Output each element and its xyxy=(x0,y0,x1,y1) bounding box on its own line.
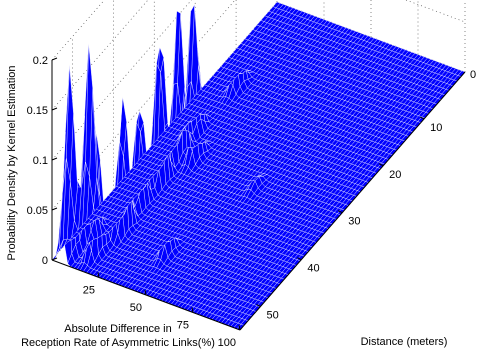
y-tick-label-zero: 0 xyxy=(470,69,476,81)
z-tick-mark xyxy=(51,207,58,211)
y-tick-mark xyxy=(378,163,384,167)
y-tick-label: 40 xyxy=(307,263,319,275)
y-tick-mark xyxy=(419,116,425,120)
z-tick-label: 0.2 xyxy=(33,55,48,67)
x-axis-label-line-1: Absolute Difference in xyxy=(64,323,171,335)
z-tick-label: 0 xyxy=(42,255,48,267)
y-axis-line xyxy=(239,71,466,331)
z-tick-mark xyxy=(51,57,58,61)
x-tick-label: 100 xyxy=(218,337,236,349)
x-tick-mark xyxy=(144,289,147,296)
z-axis-label: Probability Density by Kernel Estimation xyxy=(6,65,18,260)
z-tick-mark xyxy=(51,157,58,161)
x-tick-mark xyxy=(238,324,241,331)
y-tick-label: 20 xyxy=(389,169,401,181)
y-axis-label: Distance (meters) xyxy=(361,336,448,348)
x-tick-label: 50 xyxy=(130,302,142,314)
z-tick-label: 0.05 xyxy=(27,205,48,217)
x-tick-label: 25 xyxy=(83,285,95,297)
z-tick-mark xyxy=(51,257,58,261)
y-tick-label: 10 xyxy=(430,122,442,134)
y-tick-label: 50 xyxy=(266,310,278,322)
z-tick-mark xyxy=(51,107,58,111)
y-tick-mark xyxy=(338,210,343,214)
tick-labels: 0 0.05 0.1 0.15 0.2 25 50 75 100 10 20 30 40 50 0 xyxy=(27,55,477,349)
x-tick-mark xyxy=(97,272,100,278)
x-tick-label: 75 xyxy=(177,320,189,332)
surface-mesh xyxy=(51,1,466,331)
y-tick-label: 30 xyxy=(348,216,360,228)
y-tick-mark xyxy=(297,257,302,261)
x-axis-label-line-2: Reception Rate of Asymmetric Links(%) xyxy=(21,337,215,349)
z-tick-label: 0.1 xyxy=(33,155,48,167)
x-tick-mark xyxy=(191,307,194,313)
y-tick-mark xyxy=(256,304,261,307)
z-tick-label: 0.15 xyxy=(27,105,48,117)
